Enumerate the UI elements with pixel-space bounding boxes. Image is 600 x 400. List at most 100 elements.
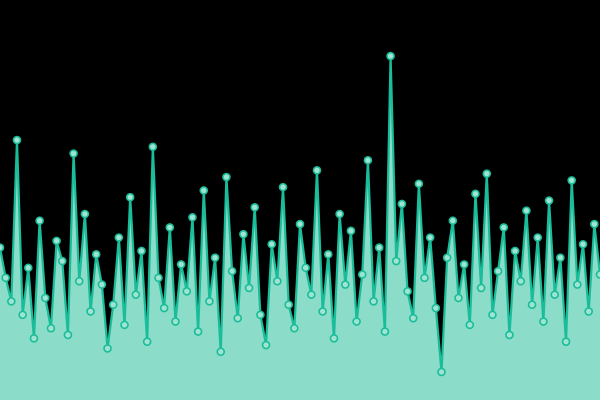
data-point-marker xyxy=(318,307,327,316)
data-point-marker xyxy=(80,209,90,219)
data-point-marker xyxy=(454,293,463,303)
data-point-marker xyxy=(323,250,333,259)
data-point-marker xyxy=(408,313,418,323)
data-point-marker xyxy=(278,182,288,192)
data-point-marker xyxy=(420,273,429,283)
data-point-marker xyxy=(465,320,475,330)
data-point-marker xyxy=(295,219,305,229)
data-point-marker xyxy=(357,270,367,279)
data-point-marker xyxy=(250,202,260,212)
data-point-marker xyxy=(57,256,67,266)
data-point-marker xyxy=(352,317,361,326)
data-point-marker xyxy=(335,209,344,219)
data-point-marker xyxy=(290,323,299,333)
data-point-marker xyxy=(369,297,378,306)
data-point-marker xyxy=(63,330,73,340)
data-point-marker xyxy=(114,233,124,242)
data-point-marker xyxy=(261,340,271,350)
data-point-marker xyxy=(584,307,593,316)
data-point-marker xyxy=(267,239,277,249)
data-point-marker xyxy=(159,303,169,313)
data-point-marker xyxy=(142,337,152,346)
data-point-marker xyxy=(154,273,163,283)
data-point-marker xyxy=(510,246,520,256)
data-point-marker xyxy=(244,283,254,293)
data-point-marker xyxy=(573,280,582,289)
data-point-marker xyxy=(86,307,95,316)
data-point-marker xyxy=(539,317,548,326)
data-point-marker xyxy=(0,243,5,252)
data-point-marker xyxy=(307,290,316,299)
data-point-marker xyxy=(556,253,565,262)
data-point-marker xyxy=(165,223,175,232)
data-point-marker xyxy=(103,344,112,353)
data-point-marker xyxy=(590,219,599,229)
data-point-marker xyxy=(301,263,310,273)
data-point-marker xyxy=(374,243,384,252)
data-point-marker xyxy=(567,176,577,185)
data-point-marker xyxy=(414,179,424,189)
data-point-marker xyxy=(148,142,158,152)
data-point-marker xyxy=(284,300,293,310)
data-point-marker xyxy=(199,186,209,195)
data-point-marker xyxy=(391,256,401,266)
data-point-marker xyxy=(442,253,452,262)
data-point-marker xyxy=(522,206,531,215)
data-point-marker xyxy=(205,297,214,306)
data-point-marker xyxy=(256,310,265,320)
data-point-marker xyxy=(346,226,356,236)
data-point-marker xyxy=(74,276,84,286)
data-point-marker xyxy=(386,51,395,61)
data-point-marker xyxy=(216,347,226,357)
data-point-marker xyxy=(482,169,492,178)
data-point-marker xyxy=(120,320,129,330)
data-point-marker xyxy=(533,233,543,242)
data-point-marker xyxy=(52,236,61,246)
data-point-marker xyxy=(1,273,10,283)
data-point-marker xyxy=(329,334,339,343)
data-point-marker xyxy=(431,303,441,313)
data-point-marker xyxy=(182,286,192,296)
data-point-marker xyxy=(222,172,231,182)
data-point-marker xyxy=(239,229,248,239)
data-point-marker xyxy=(516,276,526,286)
data-point-marker xyxy=(505,330,514,340)
data-point-marker xyxy=(188,213,197,222)
data-point-marker xyxy=(340,280,350,289)
data-point-marker xyxy=(397,199,407,209)
data-point-marker xyxy=(471,189,480,199)
data-point-marker xyxy=(137,246,146,256)
data-point-marker xyxy=(437,367,446,377)
data-point-marker xyxy=(29,334,39,343)
data-point-marker xyxy=(578,239,588,249)
data-point-marker xyxy=(425,233,435,242)
data-point-marker xyxy=(493,266,503,276)
data-point-marker xyxy=(312,166,322,175)
data-point-marker xyxy=(7,297,16,306)
data-point-marker xyxy=(91,250,101,259)
data-point-markers xyxy=(0,51,600,377)
data-point-marker xyxy=(125,192,135,202)
data-point-marker xyxy=(233,313,243,323)
data-point-marker xyxy=(499,223,509,232)
data-point-marker xyxy=(227,266,237,276)
data-point-marker xyxy=(273,276,282,286)
data-point-marker xyxy=(448,216,458,226)
data-point-marker xyxy=(18,310,27,320)
data-point-marker xyxy=(193,327,203,336)
data-point-marker xyxy=(403,286,412,296)
data-point-marker xyxy=(108,300,118,310)
data-point-marker xyxy=(459,260,469,269)
data-point-marker xyxy=(40,293,50,303)
data-point-marker xyxy=(97,280,107,289)
data-point-marker xyxy=(488,310,497,320)
data-point-marker xyxy=(544,196,554,205)
data-point-marker xyxy=(23,263,33,273)
data-point-marker xyxy=(12,135,22,145)
data-point-marker xyxy=(476,283,486,293)
data-point-marker xyxy=(35,216,44,226)
data-point-marker xyxy=(595,270,600,279)
data-point-marker xyxy=(131,290,141,299)
